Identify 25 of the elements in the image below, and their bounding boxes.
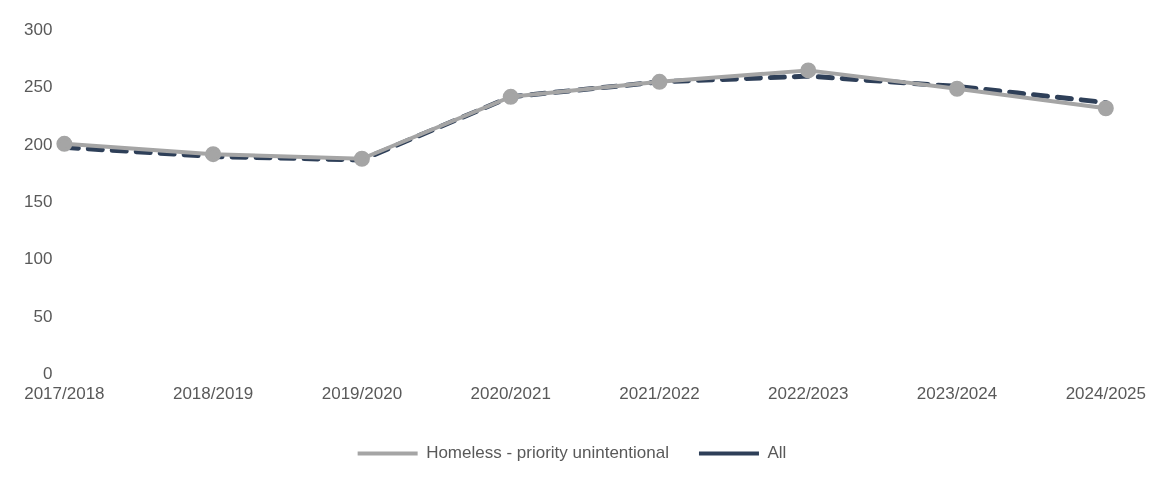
y-tick-label: 50 <box>33 306 53 326</box>
point <box>353 150 370 167</box>
y-tick-label: 150 <box>23 192 53 212</box>
point <box>651 73 668 90</box>
point <box>1097 100 1114 117</box>
y-tick-label: 0 <box>42 364 53 384</box>
point <box>205 146 222 163</box>
x-tick-label: 2019/2020 <box>321 384 403 404</box>
y-tick-label: 100 <box>23 249 53 269</box>
y-tick-label: 200 <box>23 134 53 154</box>
point <box>502 88 519 105</box>
x-tick-label: 2020/2021 <box>470 384 551 404</box>
x-tick-label: 2017/2018 <box>24 384 105 404</box>
y-tick-label: 300 <box>23 19 53 39</box>
y-tick-label: 250 <box>23 77 53 97</box>
x-tick-label: 2018/2019 <box>172 384 254 404</box>
point <box>949 80 966 97</box>
legend-label: Homeless - priority unintentional <box>426 443 669 463</box>
x-tick-label: 2024/2025 <box>1065 384 1147 404</box>
point <box>56 135 73 152</box>
x-tick-label: 2022/2023 <box>768 384 849 404</box>
x-tick-label: 2021/2022 <box>619 384 700 404</box>
x-tick-label: 2023/2024 <box>916 384 998 404</box>
point <box>800 62 817 79</box>
legend-label: All <box>767 443 787 463</box>
